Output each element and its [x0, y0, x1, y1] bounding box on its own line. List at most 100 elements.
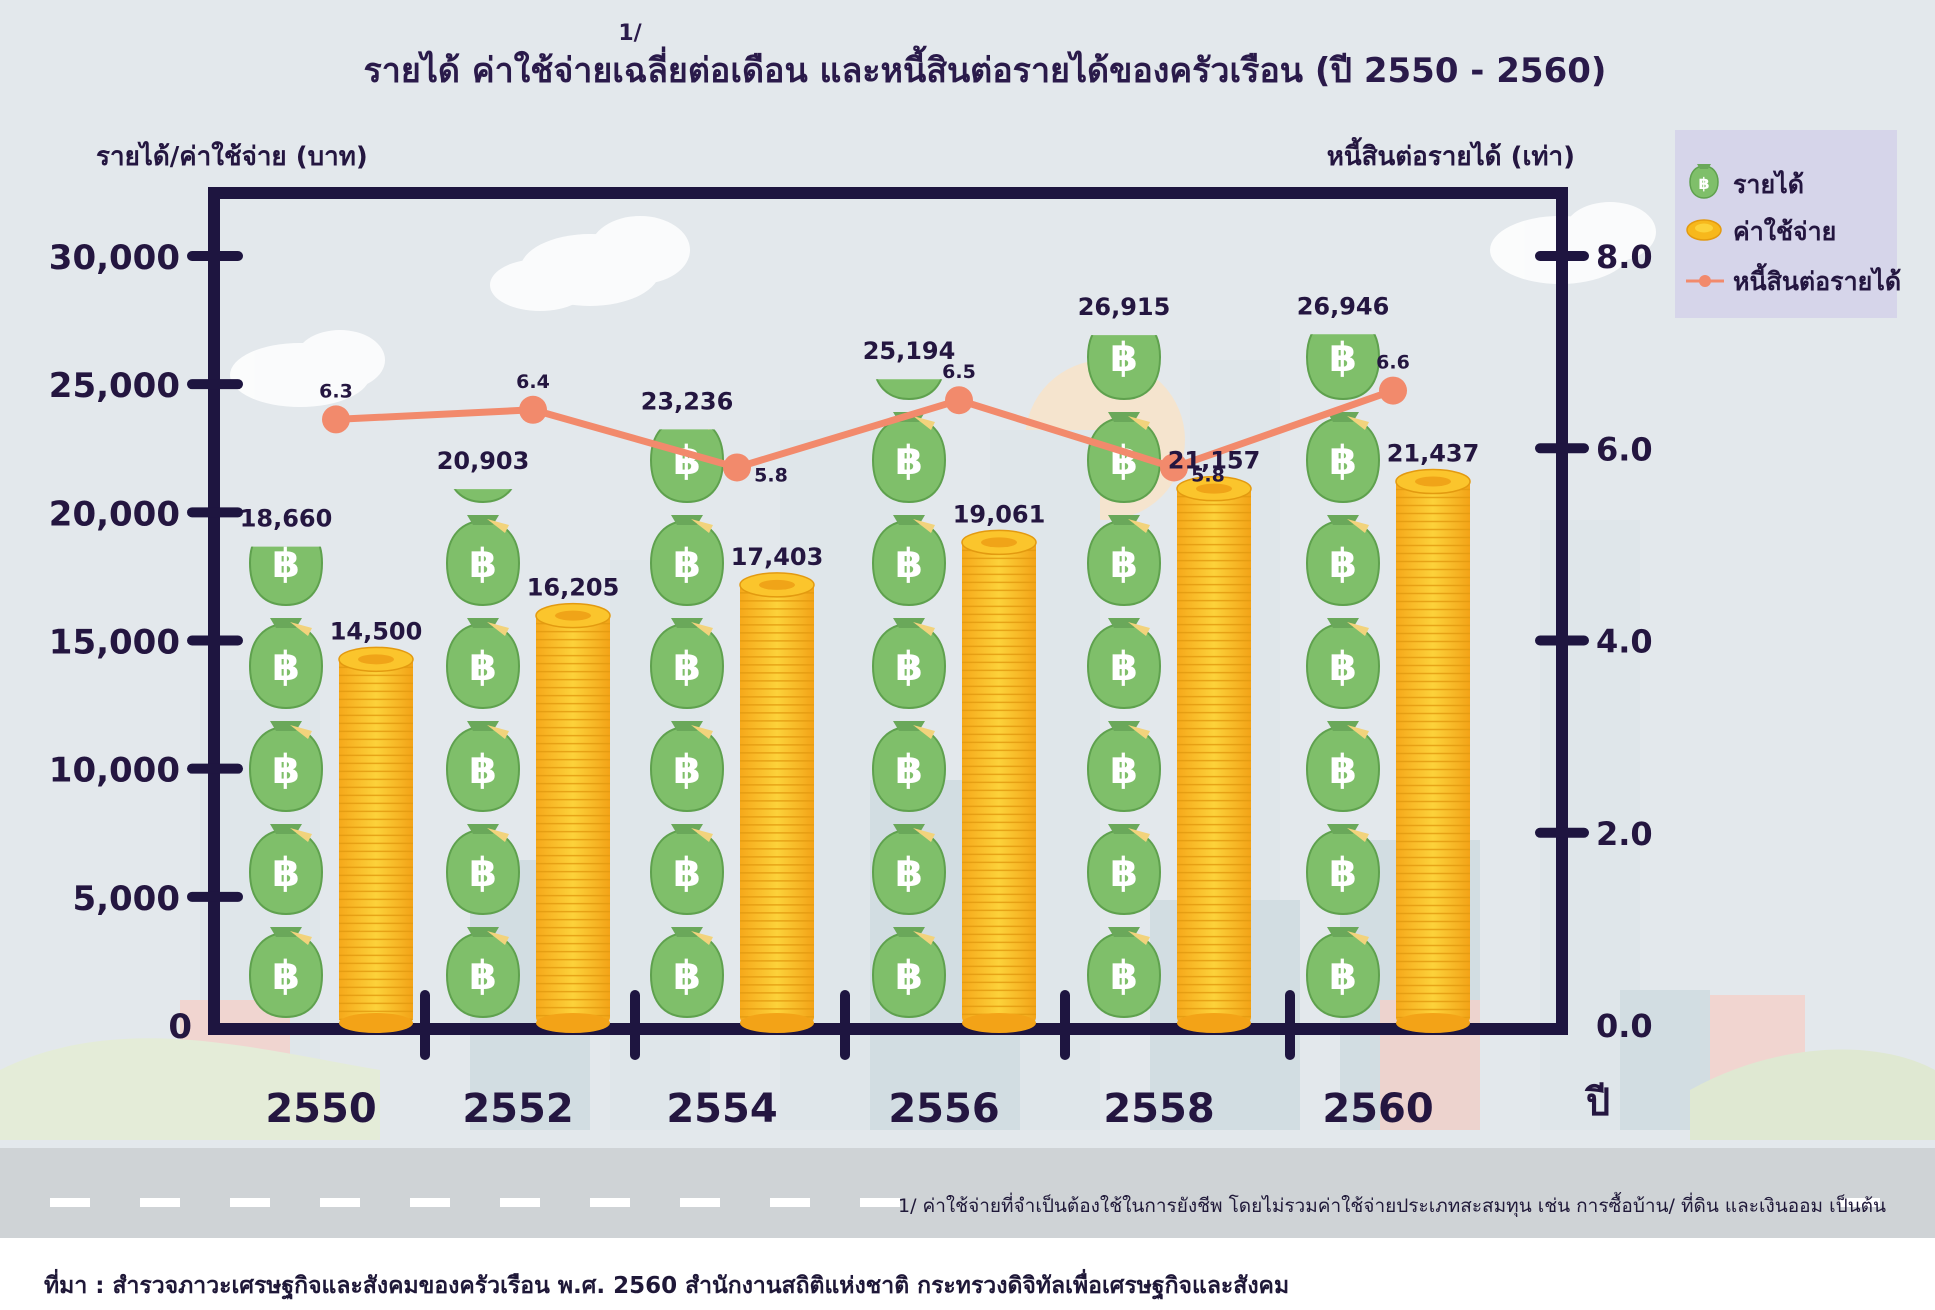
svg-text:฿: ฿	[469, 953, 497, 999]
debt-value-label: 5.8	[754, 464, 788, 486]
income-value-label: 23,236	[641, 387, 734, 415]
x-axis-tick-label: 2554	[666, 1086, 777, 1132]
left-axis-tick-label: 10,000	[49, 751, 180, 791]
x-axis-tick-label: 2550	[265, 1086, 376, 1132]
income-bars: ฿฿฿฿฿฿฿฿฿฿฿฿฿฿฿฿฿฿฿฿฿฿฿฿฿฿฿฿฿฿฿฿฿฿฿฿฿฿฿฿…	[248, 334, 1381, 1019]
expense-bars	[338, 468, 1471, 1033]
right-axis-tick-label: 0.0	[1596, 1007, 1653, 1045]
income-bar: ฿฿฿฿฿฿฿฿฿	[871, 335, 947, 1019]
debt-point	[723, 453, 751, 482]
svg-text:฿: ฿	[272, 850, 300, 896]
x-axis-tick-label: 2552	[462, 1086, 573, 1132]
left-axis-tick-label: 30,000	[49, 238, 180, 278]
plot-frame	[208, 187, 1568, 1035]
expense-bar	[338, 646, 414, 1033]
debt-point	[945, 386, 973, 415]
svg-text:฿: ฿	[895, 644, 923, 690]
svg-text:฿: ฿	[673, 644, 701, 690]
expense-value-label: 16,205	[527, 574, 620, 602]
expense-bar	[1395, 468, 1471, 1033]
x-axis-unit: ปี	[1584, 1080, 1610, 1124]
svg-text:฿: ฿	[1110, 850, 1138, 896]
svg-text:฿: ฿	[469, 747, 497, 793]
svg-text:฿: ฿	[895, 438, 923, 484]
svg-text:฿: ฿	[673, 541, 701, 587]
footnote: 1/ ค่าใช้จ่ายที่จำเป็นต้องใช้ในการยังชีพ…	[898, 1192, 1886, 1218]
debt-line-path	[335, 387, 1395, 471]
expense-value-label: 21,157	[1168, 447, 1261, 475]
legend-debt-icon	[1686, 275, 1724, 287]
left-axis-tick-label: 25,000	[49, 366, 180, 406]
legend-expense-icon	[1686, 219, 1722, 241]
svg-text:฿: ฿	[272, 953, 300, 999]
debt-value-label: 6.5	[942, 361, 976, 383]
right-axis: 0.0 2.0 4.0 6.0 8.0	[1535, 238, 1653, 1045]
income-bar: ฿฿฿฿฿฿฿฿฿	[1086, 335, 1162, 1019]
svg-text:฿: ฿	[272, 747, 300, 793]
right-axis-title: หนี้สินต่อรายได้ (เท่า)	[1327, 136, 1575, 172]
value-labels: 18,660 20,903 23,236 25,194 26,915 26,946 14,5…	[240, 292, 1480, 645]
svg-text:฿: ฿	[673, 438, 701, 484]
expense-value-label: 21,437	[1387, 439, 1480, 467]
source-note: ที่มา : สำรวจภาวะเศรษฐกิจและสังคมของครัว…	[44, 1268, 1289, 1300]
debt-point	[1160, 453, 1188, 482]
svg-text:฿: ฿	[1110, 438, 1138, 484]
income-value-label: 26,915	[1078, 293, 1171, 321]
svg-text:฿: ฿	[1110, 953, 1138, 999]
left-axis: 0 5,000 10,000 15,000 20,000 25,000 30,000	[49, 238, 243, 1047]
svg-text:฿: ฿	[469, 541, 497, 587]
debt-line	[322, 376, 1407, 482]
svg-text:฿: ฿	[1329, 644, 1357, 690]
svg-text:฿: ฿	[895, 335, 923, 381]
svg-text:฿: ฿	[1110, 335, 1138, 381]
legend-debt-label: หนี้สินต่อรายได้	[1733, 262, 1901, 296]
title-footnote-mark: 1/	[618, 21, 642, 46]
income-bar: ฿฿฿฿฿฿฿฿฿	[248, 541, 324, 1019]
svg-text:฿: ฿	[1329, 335, 1357, 381]
svg-text:฿: ฿	[1110, 747, 1138, 793]
x-axis-tick-label: 2556	[888, 1086, 999, 1132]
svg-text:฿: ฿	[1329, 541, 1357, 587]
debt-value-label: 6.6	[1376, 352, 1410, 374]
expense-value-label: 19,061	[953, 500, 1046, 528]
svg-text:฿: ฿	[895, 953, 923, 999]
debt-point	[519, 395, 547, 424]
legend-income-label: รายได้	[1733, 169, 1804, 199]
svg-text:฿: ฿	[673, 747, 701, 793]
debt-point	[1379, 376, 1407, 405]
right-axis-tick-label: 2.0	[1596, 815, 1653, 853]
income-value-label: 25,194	[863, 337, 956, 365]
svg-text:฿: ฿	[673, 953, 701, 999]
svg-text:฿: ฿	[1329, 850, 1357, 896]
x-axis-tick-label: 2560	[1322, 1086, 1433, 1132]
svg-text:฿: ฿	[895, 541, 923, 587]
right-axis-tick-label: 6.0	[1596, 430, 1653, 468]
left-axis-tick-label: 0	[168, 1007, 192, 1047]
x-axis: 2550 2552 2554 2556 2558 2560	[265, 990, 1434, 1132]
chart-title: รายได้ ค่าใช้จ่ายเฉลี่ยต่อเดือน และหนี้ส…	[364, 45, 1607, 91]
svg-text:฿: ฿	[272, 541, 300, 587]
legend-expense-label: ค่าใช้จ่าย	[1733, 216, 1836, 246]
svg-text:฿: ฿	[895, 747, 923, 793]
left-axis-tick-label: 15,000	[49, 623, 180, 663]
right-axis-tick-label: 8.0	[1596, 238, 1653, 276]
debt-point	[322, 405, 350, 434]
x-axis-tick-label: 2558	[1103, 1086, 1214, 1132]
legend: ฿ รายได้ ค่าใช้จ่าย หนี้สินต่อรายได้	[1675, 130, 1901, 318]
svg-text:฿: ฿	[673, 850, 701, 896]
svg-text:฿: ฿	[1329, 747, 1357, 793]
debt-value-label: 5.8	[1191, 464, 1225, 486]
left-axis-tick-label: 20,000	[49, 494, 180, 534]
expense-bar	[535, 602, 611, 1033]
svg-text:฿: ฿	[1329, 953, 1357, 999]
debt-value-label: 6.4	[516, 371, 550, 393]
expense-value-label: 14,500	[330, 617, 423, 645]
svg-text:฿: ฿	[895, 850, 923, 896]
expense-value-label: 17,403	[731, 543, 824, 571]
legend-income-icon: ฿	[1689, 164, 1719, 199]
svg-text:฿: ฿	[469, 644, 497, 690]
right-axis-tick-label: 4.0	[1596, 623, 1653, 661]
income-bar: ฿฿฿฿฿฿฿฿฿	[649, 429, 725, 1019]
